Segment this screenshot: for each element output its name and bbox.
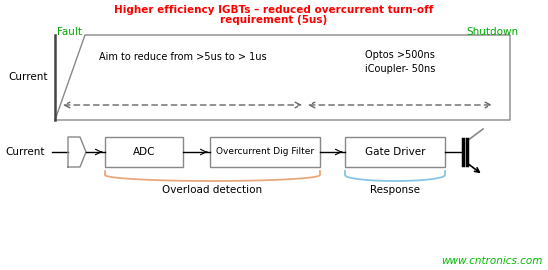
Text: Overcurrent Dig Filter: Overcurrent Dig Filter — [216, 147, 314, 157]
Text: www.cntronics.com: www.cntronics.com — [441, 256, 542, 266]
Text: ADC: ADC — [133, 147, 155, 157]
Text: Current: Current — [8, 72, 48, 82]
Text: Shutdown: Shutdown — [466, 27, 518, 37]
Bar — [345, 137, 445, 167]
Text: Overload detection: Overload detection — [162, 185, 262, 195]
Text: Response: Response — [370, 185, 420, 195]
Polygon shape — [55, 35, 510, 120]
Text: Higher efficiency IGBTs – reduced overcurrent turn-off: Higher efficiency IGBTs – reduced overcu… — [115, 5, 433, 15]
Bar — [210, 137, 320, 167]
Text: requirement (5us): requirement (5us) — [220, 15, 328, 25]
Text: Gate Driver: Gate Driver — [365, 147, 425, 157]
Text: Optos >500ns
iCoupler- 50ns: Optos >500ns iCoupler- 50ns — [365, 50, 435, 74]
Polygon shape — [68, 137, 86, 167]
Text: Fault: Fault — [58, 27, 83, 37]
Text: Current: Current — [5, 147, 44, 157]
Bar — [105, 137, 183, 167]
Text: Aim to reduce from >5us to > 1us: Aim to reduce from >5us to > 1us — [99, 52, 267, 62]
